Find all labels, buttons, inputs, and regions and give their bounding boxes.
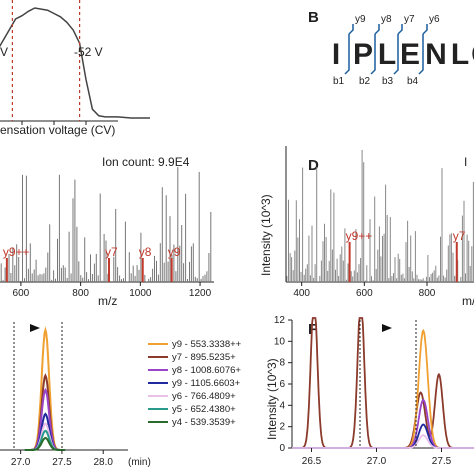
peptide-residue: L	[451, 38, 469, 71]
panel-f-y-tick-label: 0	[279, 443, 285, 454]
panel-e-x-label: (min)	[128, 457, 151, 468]
panel-f-y-label: Intensity (10^3)	[265, 358, 279, 440]
panel-d-letter: D	[308, 157, 319, 174]
xic-trace	[24, 436, 66, 451]
panel-e-tick-label: 27.0	[11, 457, 31, 468]
panel-f-y-tick-label: 12	[274, 315, 286, 326]
panel-f-y-tick-label: 8	[279, 358, 285, 369]
panel-c-tick-label: 600	[13, 288, 30, 299]
panel-d-tick-label: 400	[293, 288, 310, 299]
legend-label: y4 - 539.3539+	[172, 417, 236, 428]
panel-a-marker-label-left: V	[0, 45, 8, 59]
panel-d-tick-label: 800	[419, 288, 436, 299]
panel-f-y-tick-label: 10	[274, 336, 286, 347]
panel-a-cv-curve	[0, 7, 150, 119]
panel-e: 27.0 27.5 28.0 (min) y9 - 553.3338++ y7 - 8…	[0, 322, 242, 468]
ion-label: y8	[139, 245, 152, 259]
legend-label: y7 - 895.5235+	[172, 352, 236, 363]
legend-label: y9 - 553.3338++	[172, 339, 242, 350]
panel-c: y9++ y7 y8 y9 600 800 1000 1200 Ion count: 9.9…	[0, 155, 214, 308]
panel-e-legend: y9 - 553.3338++ y7 - 895.5235+ y8 - 1008.6…	[148, 339, 242, 428]
panel-c-tick-label: 1200	[189, 288, 212, 299]
ion-label: y7	[453, 229, 466, 243]
panel-c-tick-label: 1000	[129, 288, 152, 299]
y-ion-label: y9	[355, 14, 366, 25]
peptide-residue: C	[471, 38, 474, 71]
panel-a-marker-label-right: -52 V	[74, 45, 103, 59]
y-ion-label: y8	[381, 14, 392, 25]
b-ion-label: b2	[359, 76, 371, 87]
ion-label: y9++	[346, 229, 373, 243]
y-ion-cleavage	[348, 24, 354, 35]
y-ion-label: y7	[404, 14, 415, 25]
xic-trace	[24, 387, 66, 451]
peptide-residue: I	[332, 38, 340, 71]
panel-b-letter: B	[308, 9, 319, 26]
b-ion-cleavage	[393, 34, 399, 75]
xic-trace	[24, 422, 66, 451]
panel-c-spectrum	[0, 167, 212, 282]
panel-d: D y9++ y7 400 600 800 Intensity (10^3) I m/…	[259, 146, 474, 308]
legend-label: y5 - 652.4380+	[172, 404, 236, 415]
peptide-sequence: IPLENLC	[332, 38, 474, 71]
y-ion-label: y6	[429, 14, 440, 25]
b-ion-label: b3	[382, 76, 394, 87]
panel-c-ticks: 600 800 1000 1200	[13, 282, 212, 299]
legend-label: y9 - 1105.6603+	[172, 378, 241, 389]
ion-label: y9++	[3, 245, 30, 259]
peptide-residue: P	[353, 38, 373, 71]
panel-f-xic	[292, 317, 474, 449]
panel-a-ticks	[21, 121, 87, 125]
xic-trace	[24, 429, 66, 451]
panel-e-tick-label: 28.0	[93, 457, 113, 468]
panel-f-x-tick-label: 26.5	[302, 456, 322, 467]
panel-e-xic	[24, 326, 66, 451]
ion-label: y7	[105, 245, 118, 259]
panel-f-x-tick-label: 27.5	[432, 456, 452, 467]
panel-c-ion-labels: y9++ y7 y8 y9	[3, 245, 181, 282]
panel-f-y-tick-label: 4	[279, 400, 285, 411]
xic-trace	[292, 317, 474, 449]
y-ion-cleavage	[397, 24, 403, 35]
panel-c-tick-label: 800	[72, 288, 89, 299]
peptide-residue: N	[425, 38, 447, 71]
panel-a-x-label: ensation voltage (CV)	[0, 123, 115, 137]
panel-a: V -52 V ensation voltage (CV)	[0, 0, 150, 137]
panel-d-annotation: I	[464, 155, 467, 169]
apex-arrow-icon	[30, 324, 40, 332]
legend-label: y6 - 766.4809+	[172, 391, 236, 402]
b-ion-cleavage	[370, 34, 376, 75]
panel-d-tick-label: 600	[356, 288, 373, 299]
xic-trace	[292, 434, 474, 449]
panel-d-ion-labels: y9++ y7	[346, 229, 466, 282]
b-ion-cleavage	[344, 34, 350, 75]
panel-d-x-label: m/z	[462, 294, 474, 308]
panel-d-y-label: Intensity (10^3)	[259, 194, 273, 276]
panel-e-ticks: 27.0 27.5 28.0	[11, 450, 113, 468]
peptide-residue: E	[400, 38, 420, 71]
panel-d-ticks: 400 600 800	[293, 282, 436, 299]
panel-f-y-tick-label: 2	[279, 422, 285, 433]
panel-f-y-tick-label: 6	[279, 379, 285, 390]
y-ion-cleavage	[374, 24, 380, 35]
panel-e-tick-label: 27.5	[52, 457, 72, 468]
peptide-residue: L	[378, 38, 396, 71]
panel-f-x-tick-label: 27.0	[367, 456, 387, 467]
legend-label: y8 - 1008.6076+	[172, 365, 241, 376]
b-ion-cleavage	[418, 34, 424, 75]
b-ion-label: b4	[407, 76, 419, 87]
b-ion-label: b1	[333, 76, 345, 87]
panel-c-x-label: m/z	[98, 294, 117, 308]
y-ion-cleavage	[422, 24, 428, 35]
panel-f-ticks: 26.5 27.0 27.5 0 2 4 6 8 10 12	[274, 315, 452, 467]
apex-arrow-icon	[382, 324, 392, 332]
panel-c-ion-count: Ion count: 9.9E4	[102, 155, 190, 169]
fragment-markers: y9 y8 y7 y6 b1 b2 b3 b4	[333, 14, 440, 87]
ion-label: y9	[168, 245, 181, 259]
